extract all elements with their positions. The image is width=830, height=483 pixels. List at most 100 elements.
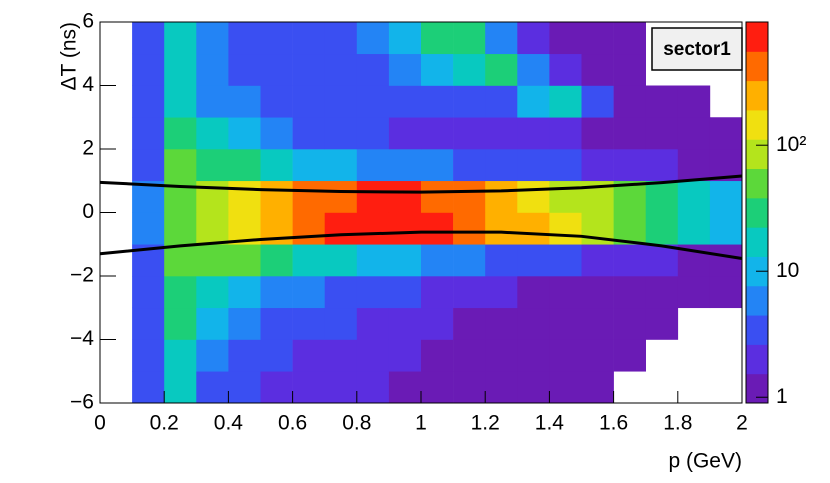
z-tick-label: 10² bbox=[776, 133, 806, 156]
heatmap-cell bbox=[709, 117, 743, 150]
heatmap-cell bbox=[388, 117, 422, 150]
colorbar-segment bbox=[746, 344, 768, 375]
heatmap-cell bbox=[228, 244, 261, 277]
heatmap-cell bbox=[228, 339, 261, 372]
heatmap-cell bbox=[613, 212, 646, 245]
heatmap-cell bbox=[164, 117, 197, 150]
legend-text: sector1 bbox=[663, 39, 731, 60]
heatmap-cell bbox=[388, 180, 422, 213]
heatmap-cell bbox=[453, 212, 486, 245]
heatmap-cell bbox=[388, 149, 422, 182]
heatmap-cell bbox=[356, 85, 390, 118]
heatmap-cell bbox=[164, 339, 197, 372]
x-tick-label: 1 bbox=[415, 412, 427, 435]
heatmap-cell bbox=[645, 307, 679, 340]
heatmap-cell bbox=[453, 307, 486, 340]
heatmap-cell bbox=[324, 276, 358, 309]
heatmap-cell bbox=[581, 22, 614, 55]
heatmap-cell bbox=[164, 307, 197, 340]
heatmap-cell bbox=[132, 117, 165, 150]
heatmap-cell bbox=[228, 53, 261, 86]
fit-curve bbox=[99, 174, 743, 194]
heatmap-cell bbox=[324, 339, 358, 372]
heatmap-cell bbox=[453, 244, 486, 277]
colorbar-segment bbox=[746, 285, 768, 316]
heatmap-cell bbox=[485, 339, 518, 372]
heatmap-cell bbox=[260, 371, 293, 404]
heatmap-cell bbox=[324, 85, 358, 118]
heatmap-cell bbox=[292, 244, 325, 277]
colorbar-segment bbox=[746, 22, 768, 52]
colorbar-segment bbox=[746, 51, 768, 82]
heatmap-cell bbox=[260, 117, 293, 150]
heatmap-cell bbox=[132, 53, 165, 86]
heatmap-cell bbox=[421, 371, 454, 404]
heatmap-cell bbox=[517, 149, 550, 182]
heatmap-cell bbox=[453, 276, 486, 309]
colorbar-segment bbox=[746, 168, 768, 199]
heatmap-cell bbox=[453, 117, 486, 150]
heatmap-cell bbox=[260, 149, 293, 182]
heatmap-cell bbox=[581, 371, 614, 404]
heatmap-cell bbox=[677, 149, 711, 182]
heatmap-cell bbox=[164, 53, 197, 86]
heatmap-cell bbox=[453, 85, 486, 118]
colorbar-segment bbox=[746, 315, 768, 345]
colorbar-segment bbox=[746, 227, 768, 257]
heatmap-cell bbox=[453, 149, 486, 182]
x-tick-label: 0.8 bbox=[342, 412, 371, 435]
heatmap-cell bbox=[196, 149, 229, 182]
heatmap-cell bbox=[677, 117, 711, 150]
heatmap-cell bbox=[196, 117, 229, 150]
heatmap-cell bbox=[421, 53, 454, 86]
heatmap-cell bbox=[485, 117, 518, 150]
heatmap-cell bbox=[485, 307, 518, 340]
x-tick-label: 0.6 bbox=[278, 412, 307, 435]
heatmap-cell bbox=[517, 117, 550, 150]
heatmap-cell bbox=[196, 276, 229, 309]
heatmap-cell bbox=[581, 244, 614, 277]
heatmap-cell bbox=[581, 307, 614, 340]
heatmap-cell bbox=[485, 244, 518, 277]
heatmap-cell bbox=[388, 339, 422, 372]
heatmap-cell bbox=[517, 244, 550, 277]
heatmap-cell bbox=[581, 276, 614, 309]
heatmap-cell bbox=[581, 53, 614, 86]
heatmap-cell bbox=[613, 22, 646, 55]
z-tick-label: 1 bbox=[776, 385, 788, 408]
x-tick-label: 0.4 bbox=[214, 412, 244, 435]
heatmap-cell bbox=[709, 244, 743, 277]
heatmap-cell bbox=[485, 149, 518, 182]
heatmap-cell bbox=[324, 371, 358, 404]
heatmap-cell bbox=[388, 22, 422, 55]
heatmap-cell bbox=[260, 307, 293, 340]
heatmap-cell bbox=[196, 244, 229, 277]
heatmap-cell bbox=[517, 371, 550, 404]
heatmap-cell bbox=[196, 85, 229, 118]
heatmap-cell bbox=[164, 276, 197, 309]
heatmap-cell bbox=[292, 371, 325, 404]
heatmap-cell bbox=[388, 212, 422, 245]
y-tick-label: 2 bbox=[82, 137, 94, 160]
heatmap-cell bbox=[613, 117, 646, 150]
heatmap-cell bbox=[260, 22, 293, 55]
x-tick-label: 0.2 bbox=[150, 412, 179, 435]
heatmap-cell bbox=[613, 244, 646, 277]
heatmap-cell bbox=[324, 149, 358, 182]
x-tick-label: 1.6 bbox=[599, 412, 628, 435]
heatmap-cell bbox=[453, 180, 486, 213]
heatmap-cell bbox=[421, 22, 454, 55]
heatmap-cell bbox=[324, 22, 358, 55]
z-tick-label: 10 bbox=[776, 259, 799, 282]
heatmap-cell bbox=[485, 371, 518, 404]
heatmap-cell bbox=[228, 85, 261, 118]
heatmap-cell bbox=[549, 244, 582, 277]
heatmap-cell bbox=[453, 53, 486, 86]
heatmap-cell bbox=[517, 85, 550, 118]
colorbar-segment bbox=[746, 197, 768, 228]
heatmap-cell bbox=[677, 180, 711, 213]
heatmap-cell bbox=[324, 117, 358, 150]
heatmap-cell bbox=[260, 180, 293, 213]
y-tick-label: −4 bbox=[70, 327, 94, 350]
